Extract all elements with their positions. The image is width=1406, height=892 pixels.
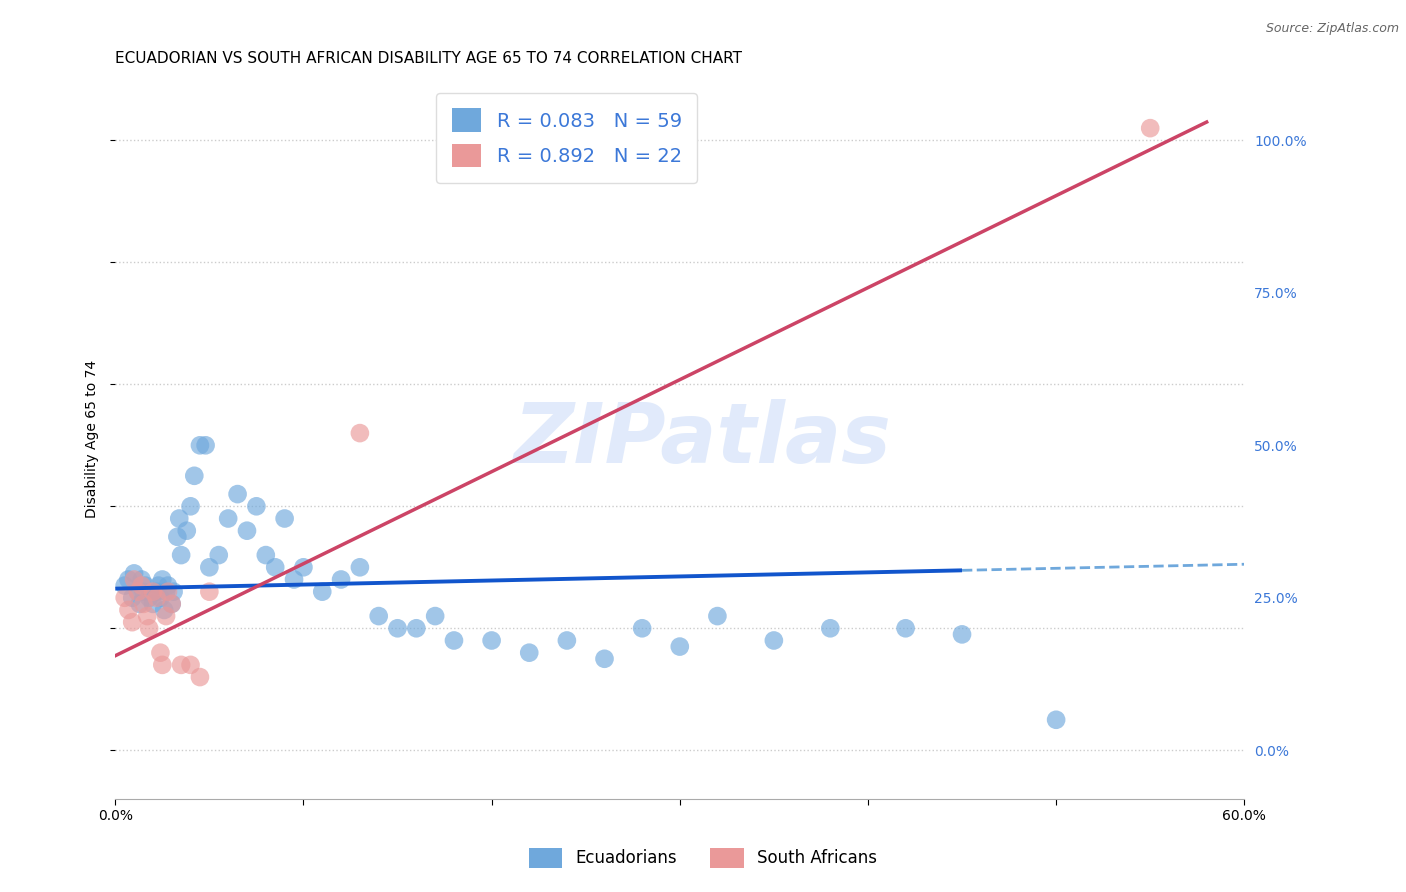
Point — [1139, 121, 1161, 136]
Point — [330, 573, 353, 587]
Point — [160, 597, 183, 611]
Point — [127, 584, 149, 599]
Point — [762, 633, 785, 648]
Point — [950, 627, 973, 641]
Point — [138, 591, 160, 605]
Point — [198, 584, 221, 599]
Point — [706, 609, 728, 624]
Point — [122, 566, 145, 581]
Point — [131, 578, 153, 592]
Point — [593, 652, 616, 666]
Point — [114, 591, 136, 605]
Point — [217, 511, 239, 525]
Point — [311, 584, 333, 599]
Point — [176, 524, 198, 538]
Legend: R = 0.083   N = 59, R = 0.892   N = 22: R = 0.083 N = 59, R = 0.892 N = 22 — [436, 93, 697, 183]
Point — [114, 578, 136, 592]
Text: ZIPatlas: ZIPatlas — [513, 399, 891, 480]
Point — [122, 573, 145, 587]
Point — [170, 657, 193, 672]
Point — [273, 511, 295, 525]
Point — [180, 657, 202, 672]
Point — [894, 621, 917, 635]
Point — [132, 584, 155, 599]
Point — [132, 597, 155, 611]
Point — [555, 633, 578, 648]
Point — [387, 621, 409, 635]
Text: ECUADORIAN VS SOUTH AFRICAN DISABILITY AGE 65 TO 74 CORRELATION CHART: ECUADORIAN VS SOUTH AFRICAN DISABILITY A… — [115, 51, 742, 66]
Point — [117, 603, 139, 617]
Point — [236, 524, 259, 538]
Point — [138, 621, 160, 635]
Point — [134, 578, 156, 592]
Point — [121, 591, 143, 605]
Point — [136, 609, 159, 624]
Point — [183, 468, 205, 483]
Point — [148, 578, 170, 592]
Point — [226, 487, 249, 501]
Point — [121, 615, 143, 630]
Point — [349, 426, 371, 441]
Point — [481, 633, 503, 648]
Point — [150, 573, 173, 587]
Point — [208, 548, 231, 562]
Point — [160, 597, 183, 611]
Point — [153, 603, 176, 617]
Point — [156, 578, 179, 592]
Point — [149, 646, 172, 660]
Point — [167, 511, 190, 525]
Point — [142, 597, 165, 611]
Point — [188, 670, 211, 684]
Legend: Ecuadorians, South Africans: Ecuadorians, South Africans — [522, 841, 884, 875]
Point — [194, 438, 217, 452]
Text: Source: ZipAtlas.com: Source: ZipAtlas.com — [1265, 22, 1399, 36]
Point — [283, 573, 305, 587]
Point — [668, 640, 690, 654]
Point — [631, 621, 654, 635]
Point — [443, 633, 465, 648]
Point — [254, 548, 277, 562]
Point — [155, 609, 177, 624]
Point — [162, 584, 184, 599]
Point — [405, 621, 427, 635]
Point — [156, 584, 179, 599]
Point — [155, 584, 177, 599]
Point — [128, 597, 150, 611]
Point — [149, 591, 172, 605]
Point — [425, 609, 447, 624]
Point — [349, 560, 371, 574]
Point — [245, 500, 267, 514]
Point — [131, 573, 153, 587]
Point — [517, 646, 540, 660]
Point — [127, 584, 149, 599]
Point — [820, 621, 842, 635]
Point — [150, 657, 173, 672]
Point — [292, 560, 315, 574]
Point — [142, 584, 165, 599]
Point — [1045, 713, 1067, 727]
Point — [166, 530, 188, 544]
Point — [145, 584, 167, 599]
Point — [145, 591, 167, 605]
Point — [170, 548, 193, 562]
Point — [180, 500, 202, 514]
Point — [367, 609, 389, 624]
Y-axis label: Disability Age 65 to 74: Disability Age 65 to 74 — [86, 360, 100, 518]
Point — [264, 560, 287, 574]
Point — [188, 438, 211, 452]
Point — [117, 573, 139, 587]
Point — [198, 560, 221, 574]
